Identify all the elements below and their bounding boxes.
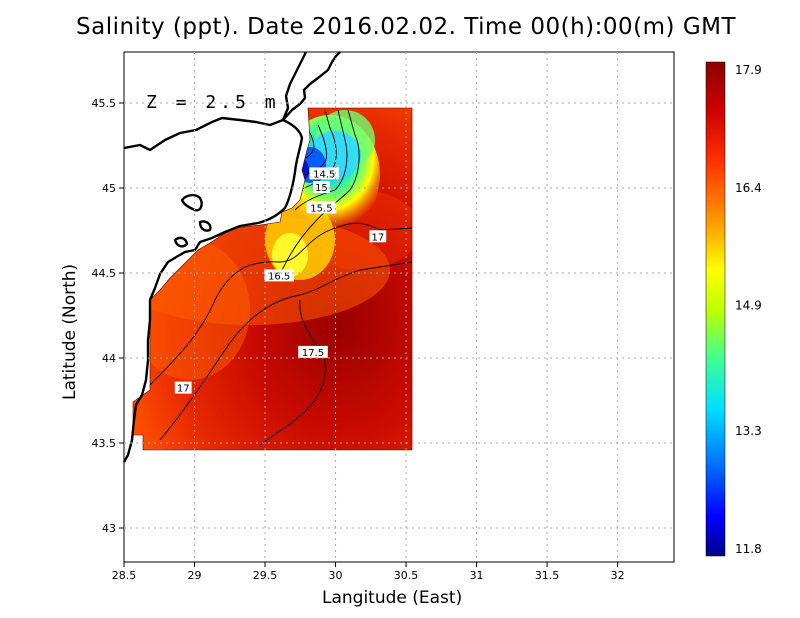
colorbar-tick-label: 16.4 — [735, 181, 762, 195]
x-axis-label: Langitude (East) — [322, 588, 463, 608]
y-tick-label: 45 — [102, 182, 116, 195]
y-tick-label: 44 — [102, 352, 116, 365]
contour-labels: 14.5 15 15.5 17 16.5 17.5 17 — [174, 167, 387, 395]
colorbar-ticks: 17.9 16.4 14.9 13.3 11.8 — [735, 63, 762, 556]
contour-label-bg — [264, 269, 294, 282]
contour-label: 17.5 — [302, 348, 324, 359]
colorbar — [705, 61, 726, 557]
colorbar-tick-label: 14.9 — [735, 299, 762, 313]
y-tick-label: 43.5 — [92, 437, 117, 450]
contour-label: 15.5 — [310, 203, 332, 214]
x-tick-label: 31.5 — [535, 569, 560, 582]
contour-label: 16.5 — [268, 271, 290, 282]
contour-label-bg — [306, 201, 337, 214]
coastline — [122, 51, 341, 463]
x-tick-label: 29 — [188, 569, 202, 582]
y-axis-ticks: 45.5 45 44.5 44 43.5 43 — [92, 97, 674, 535]
colorbar-tick-label: 13.3 — [735, 424, 762, 438]
x-tick-label: 28.5 — [112, 569, 137, 582]
y-tick-label: 44.5 — [92, 267, 117, 280]
contour-label-bg — [174, 381, 192, 394]
contour-label: 17 — [371, 232, 384, 243]
contour-label: 17 — [177, 384, 190, 395]
y-tick-label: 45.5 — [92, 97, 117, 110]
y-tick-label: 43 — [102, 522, 116, 535]
chart-title: Salinity (ppt). Date 2016.02.02. Time 00… — [76, 14, 737, 40]
x-tick-label: 31 — [470, 569, 484, 582]
x-tick-label: 29.5 — [253, 569, 278, 582]
x-axis-ticks: 28.5 29 29.5 30 30.5 31 31.5 32 — [112, 52, 625, 582]
x-tick-label: 32 — [611, 569, 625, 582]
contour-label-bg — [313, 181, 330, 193]
colorbar-tick-label: 17.9 — [735, 63, 762, 77]
contour-label-bg — [369, 230, 387, 243]
depth-label: Z = 2.5 m — [146, 92, 280, 113]
data-domain-outline — [132, 107, 413, 451]
colorbar-tick-label: 11.8 — [735, 542, 762, 556]
contour-label: 14.5 — [313, 169, 335, 180]
contour-label-bg — [309, 167, 340, 180]
contour-label: 15 — [315, 183, 328, 194]
x-tick-label: 30 — [329, 569, 343, 582]
x-tick-label: 30.5 — [394, 569, 419, 582]
contour-label-bg — [298, 345, 328, 358]
